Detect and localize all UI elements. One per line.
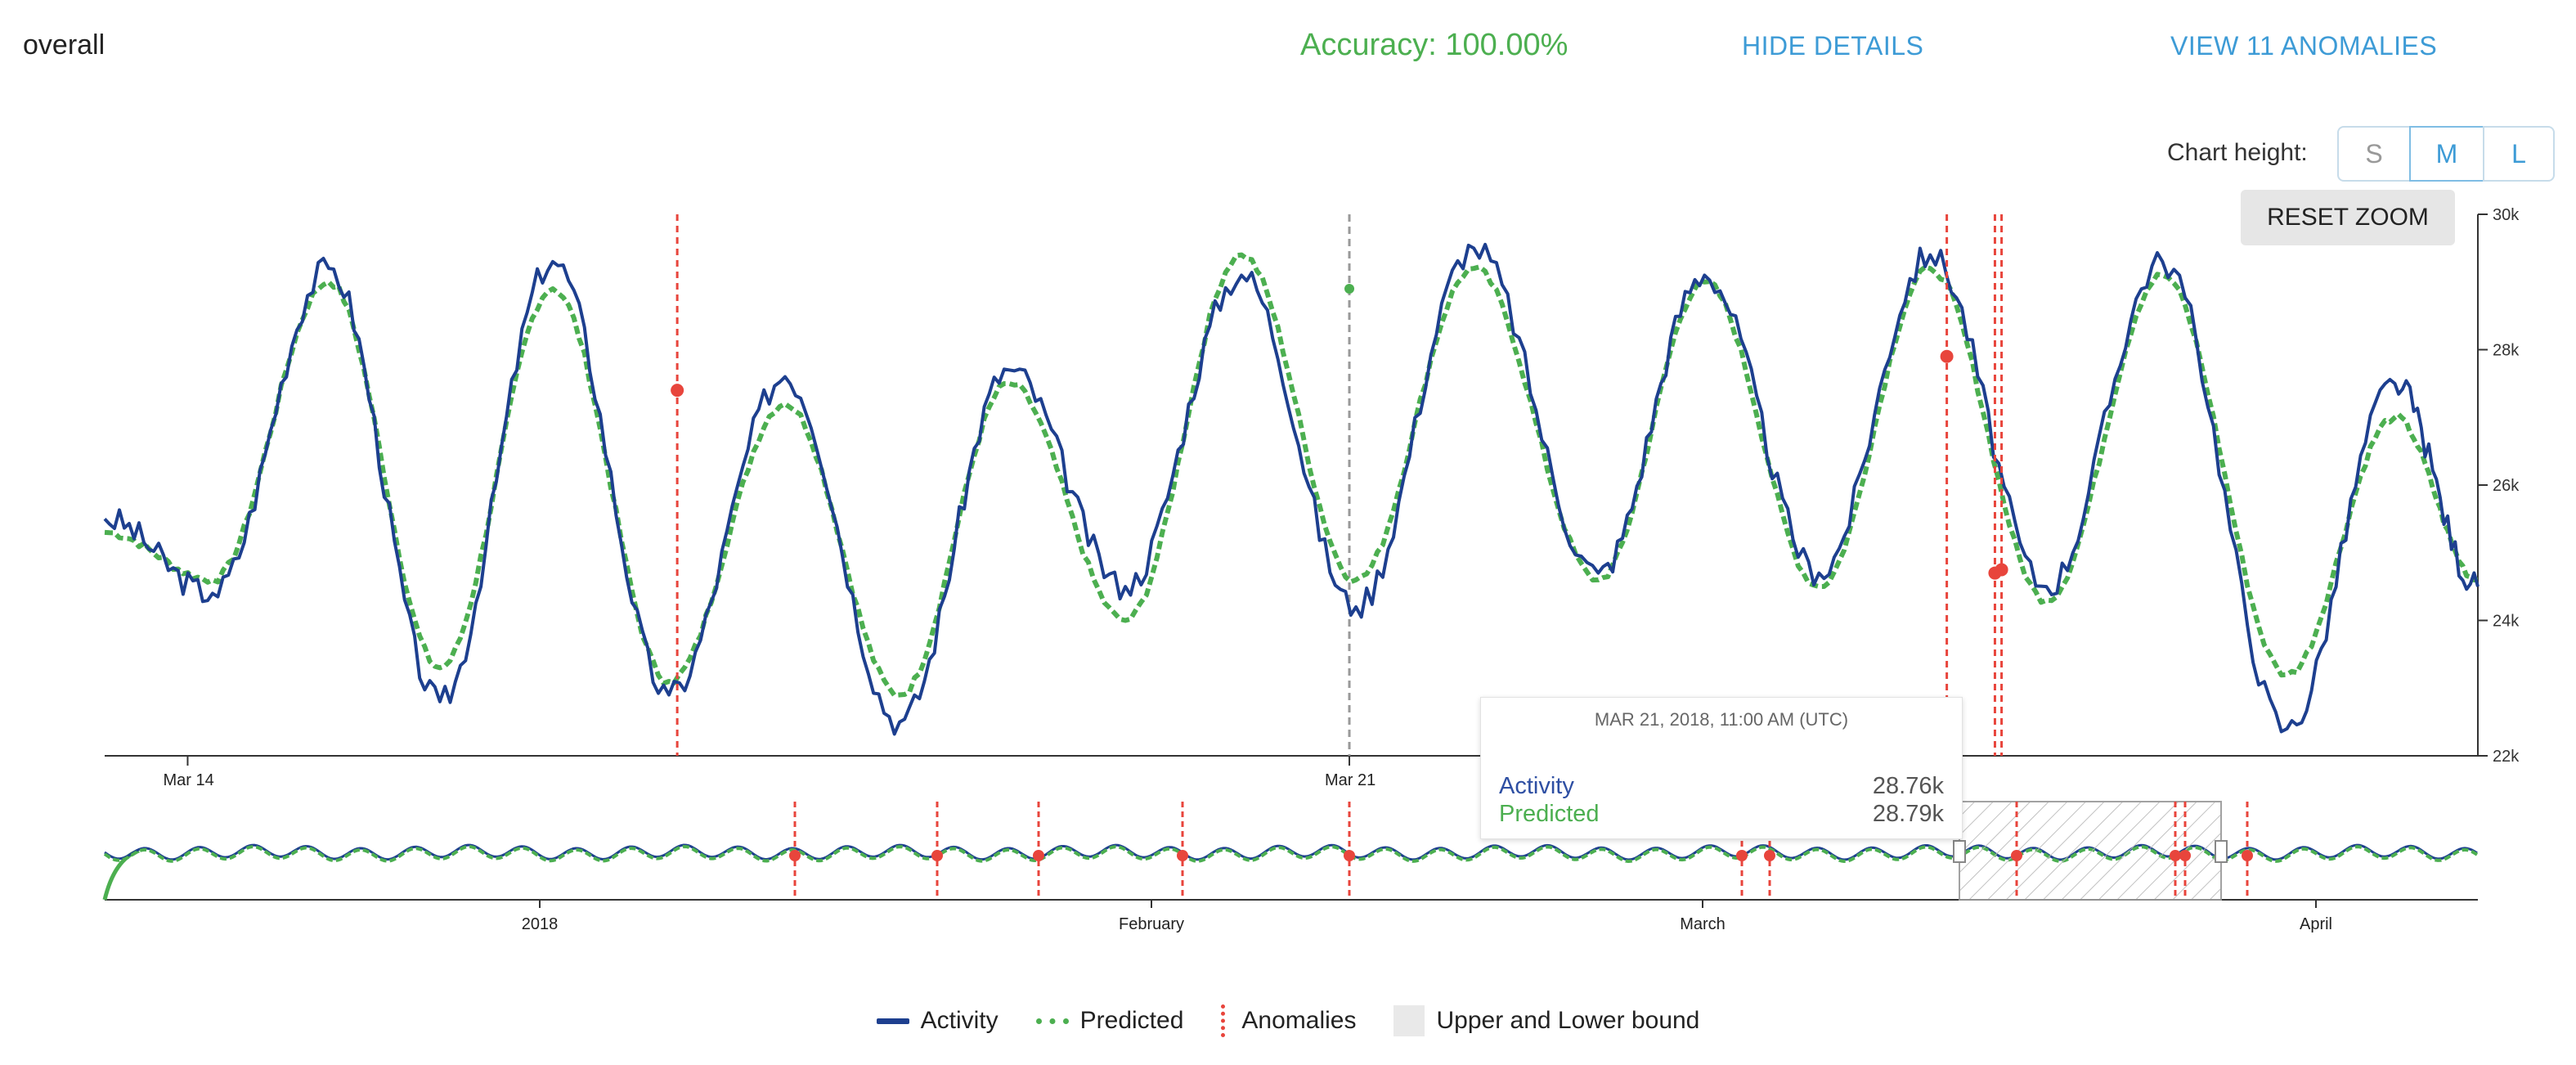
navigator-anomaly-point[interactable] — [1177, 850, 1188, 861]
navigator-tick-label: April — [2300, 915, 2332, 933]
legend-item-bound[interactable]: Upper and Lower bound — [1393, 1005, 1699, 1036]
tooltip-predicted-value: 28.79k — [1872, 801, 1944, 827]
anomaly-point[interactable] — [1995, 563, 2008, 577]
anomaly-point[interactable] — [1940, 349, 1954, 363]
series-predicted-line[interactable] — [104, 252, 2479, 698]
legend-predicted-label: Predicted — [1079, 1007, 1184, 1034]
chart-height-l-button[interactable]: L — [2483, 126, 2555, 182]
navigator-tick-label: February — [1119, 915, 1184, 933]
y-tick-label: 30k — [2493, 206, 2520, 224]
tooltip-row-activity: Activity 28.76k — [1499, 773, 1944, 800]
x-tick-label: Mar 14 — [163, 771, 213, 789]
navigator-anomaly-point[interactable] — [1344, 850, 1355, 861]
bound-swatch — [1393, 1005, 1425, 1036]
tooltip-date: MAR 21, 2018, 11:00 AM (UTC) — [1594, 709, 1849, 730]
chart-height-label: Chart height: — [2167, 139, 2308, 166]
navigator-handle-right[interactable] — [2215, 840, 2228, 863]
activity-swatch — [876, 1018, 909, 1024]
navigator-anomaly-point[interactable] — [1764, 850, 1775, 861]
hide-details-button[interactable]: HIDE DETAILS — [1742, 31, 1924, 61]
legend-item-predicted[interactable]: Predicted — [1035, 1007, 1184, 1035]
navigator-tick-label: 2018 — [522, 915, 559, 933]
page-title: overall — [23, 29, 105, 61]
navigator-anomaly-point[interactable] — [2179, 850, 2191, 861]
tooltip-activity-label: Activity — [1499, 773, 1574, 799]
legend-item-activity[interactable]: Activity — [876, 1007, 999, 1035]
navigator-anomaly-point[interactable] — [931, 850, 943, 861]
chart-height-s-button[interactable]: S — [2337, 126, 2411, 182]
predicted-swatch — [1035, 1018, 1069, 1024]
anomaly-point[interactable] — [671, 384, 684, 398]
reset-zoom-button[interactable]: RESET ZOOM — [2241, 190, 2455, 245]
anomaly-swatch — [1221, 1004, 1230, 1037]
y-tick-label: 26k — [2493, 477, 2520, 495]
legend-anomalies-label: Anomalies — [1241, 1007, 1357, 1034]
navigator-selection[interactable] — [1959, 801, 2222, 901]
y-tick-label: 28k — [2493, 342, 2520, 360]
chart-legend: Activity Predicted Anomalies Upper and L… — [0, 1004, 2576, 1037]
y-tick-label: 22k — [2493, 748, 2520, 766]
navigator-tick-label: March — [1680, 915, 1726, 933]
accuracy-label: Accuracy: 100.00% — [1300, 28, 1568, 62]
navigator-anomaly-point[interactable] — [1736, 850, 1748, 861]
legend-bound-label: Upper and Lower bound — [1436, 1007, 1700, 1034]
hover-point-predicted — [1344, 284, 1355, 294]
x-tick-label: Mar 21 — [1325, 771, 1376, 789]
y-tick-label: 24k — [2493, 613, 2520, 631]
navigator-handle-left[interactable] — [1953, 840, 1966, 863]
view-anomalies-button[interactable]: VIEW 11 ANOMALIES — [2170, 31, 2438, 61]
navigator-anomaly-point[interactable] — [789, 850, 801, 861]
legend-item-anomalies[interactable]: Anomalies — [1221, 1004, 1356, 1037]
tooltip-row-predicted: Predicted 28.79k — [1499, 801, 1944, 828]
navigator-anomaly-point[interactable] — [1033, 850, 1044, 861]
series-activity-line[interactable] — [103, 242, 2480, 736]
navigator-anomaly-point[interactable] — [2242, 850, 2253, 861]
chart-tooltip: MAR 21, 2018, 11:00 AM (UTC) Activity 28… — [1480, 697, 1963, 839]
tooltip-activity-value: 28.76k — [1872, 773, 1944, 799]
navigator-anomaly-point[interactable] — [2011, 850, 2022, 861]
tooltip-predicted-label: Predicted — [1499, 801, 1600, 827]
legend-activity-label: Activity — [920, 1007, 999, 1034]
main-chart[interactable]: 22k 24k 26k 28k 30k Mar 14 Mar 21 2018 February… — [0, 0, 2576, 982]
navigator-anomaly-point[interactable] — [2170, 850, 2181, 861]
